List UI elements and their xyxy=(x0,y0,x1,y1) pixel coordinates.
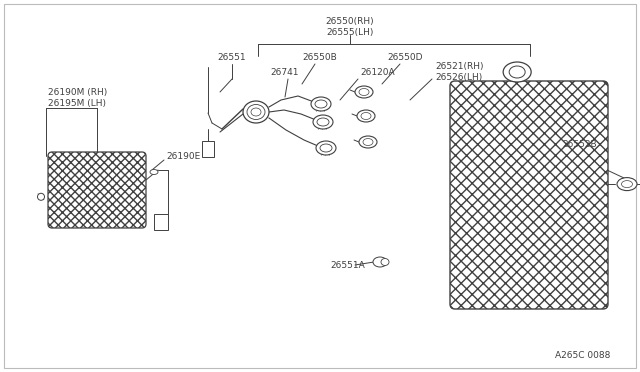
Ellipse shape xyxy=(317,118,329,126)
FancyBboxPatch shape xyxy=(450,81,608,309)
FancyBboxPatch shape xyxy=(154,214,168,230)
Ellipse shape xyxy=(509,66,525,78)
Ellipse shape xyxy=(313,115,333,129)
Ellipse shape xyxy=(316,141,336,155)
Ellipse shape xyxy=(621,180,632,187)
Ellipse shape xyxy=(243,101,269,123)
Text: 26550D: 26550D xyxy=(387,52,423,61)
Ellipse shape xyxy=(359,136,377,148)
Ellipse shape xyxy=(251,108,261,116)
Text: A265C 0088: A265C 0088 xyxy=(555,352,610,360)
Ellipse shape xyxy=(247,105,265,119)
Ellipse shape xyxy=(617,177,637,190)
Ellipse shape xyxy=(311,97,331,111)
Text: 26120A: 26120A xyxy=(360,67,395,77)
Ellipse shape xyxy=(315,100,327,108)
Circle shape xyxy=(38,193,45,200)
Text: 26551: 26551 xyxy=(218,52,246,61)
Ellipse shape xyxy=(363,138,373,145)
Text: 26552B: 26552B xyxy=(562,140,596,148)
Text: 26550B: 26550B xyxy=(303,52,337,61)
Text: 26190E: 26190E xyxy=(166,151,200,160)
Text: 26741: 26741 xyxy=(271,67,300,77)
Text: 26190M (RH)
26195M (LH): 26190M (RH) 26195M (LH) xyxy=(48,88,108,108)
Ellipse shape xyxy=(361,112,371,119)
Ellipse shape xyxy=(503,62,531,82)
FancyBboxPatch shape xyxy=(202,141,214,157)
FancyBboxPatch shape xyxy=(48,152,146,228)
Text: 26551A: 26551A xyxy=(330,260,365,269)
Ellipse shape xyxy=(373,257,387,267)
Ellipse shape xyxy=(357,110,375,122)
Ellipse shape xyxy=(150,170,158,174)
Ellipse shape xyxy=(355,86,373,98)
Ellipse shape xyxy=(381,259,389,266)
Text: 26550(RH)
26555(LH): 26550(RH) 26555(LH) xyxy=(326,17,374,37)
Ellipse shape xyxy=(359,89,369,96)
Text: 26521(RH)
26526(LH): 26521(RH) 26526(LH) xyxy=(435,62,483,82)
Ellipse shape xyxy=(320,144,332,152)
